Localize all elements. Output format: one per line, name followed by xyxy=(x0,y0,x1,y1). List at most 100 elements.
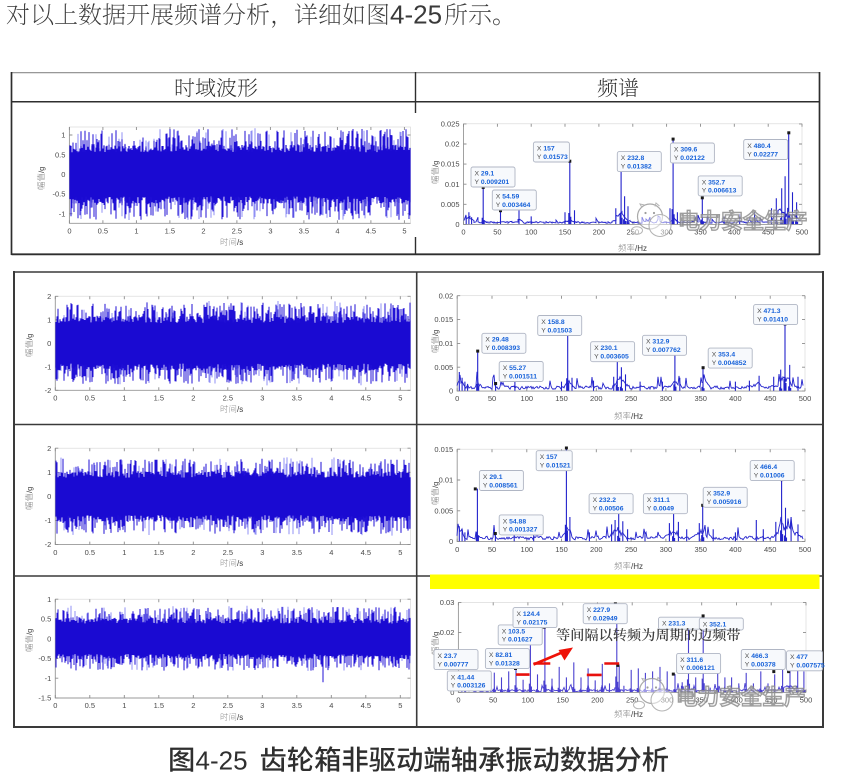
svg-text:450: 450 xyxy=(764,545,777,554)
svg-text:300: 300 xyxy=(661,696,674,705)
svg-text:3: 3 xyxy=(268,227,272,236)
svg-text:Y 0.003126: Y 0.003126 xyxy=(451,683,486,690)
svg-text:0.03: 0.03 xyxy=(440,598,455,607)
svg-text:0.5: 0.5 xyxy=(55,150,65,159)
svg-text:250: 250 xyxy=(626,696,639,705)
svg-text:-1: -1 xyxy=(45,674,52,683)
svg-text:0.005: 0.005 xyxy=(434,506,453,515)
svg-text:0: 0 xyxy=(450,688,454,697)
svg-text:Y 0.005916: Y 0.005916 xyxy=(707,499,742,506)
svg-text:Y 0.01328: Y 0.01328 xyxy=(489,660,520,667)
svg-text:4: 4 xyxy=(329,394,333,403)
svg-text:X 41.44: X 41.44 xyxy=(451,674,475,681)
svg-text:Y 0.01503: Y 0.01503 xyxy=(541,327,572,334)
svg-text:-2: -2 xyxy=(45,540,52,549)
svg-text:Y 0.02175: Y 0.02175 xyxy=(517,619,548,626)
svg-text:Y 0.01410: Y 0.01410 xyxy=(757,316,788,323)
svg-text:4.5: 4.5 xyxy=(361,701,371,710)
svg-text:2.5: 2.5 xyxy=(232,227,242,236)
svg-text:/Hz: /Hz xyxy=(631,412,643,421)
svg-text:50: 50 xyxy=(488,394,496,403)
svg-text:4-25: 4-25 xyxy=(390,0,442,29)
svg-text:-0.5: -0.5 xyxy=(38,654,51,663)
svg-text:-2: -2 xyxy=(45,386,52,395)
svg-text:0: 0 xyxy=(47,634,51,643)
svg-text:4: 4 xyxy=(335,227,339,236)
svg-text:0: 0 xyxy=(47,492,51,501)
svg-text:Y 0.02122: Y 0.02122 xyxy=(674,155,705,162)
svg-text:0: 0 xyxy=(53,701,57,710)
svg-text:50: 50 xyxy=(489,696,497,705)
svg-text:200: 200 xyxy=(593,228,606,237)
svg-text:X 157: X 157 xyxy=(540,454,558,461)
svg-text:1.5: 1.5 xyxy=(165,227,175,236)
svg-text:X 352.7: X 352.7 xyxy=(702,179,726,186)
svg-text:0.025: 0.025 xyxy=(441,120,460,129)
svg-text:300: 300 xyxy=(660,545,673,554)
svg-text:0: 0 xyxy=(449,537,453,546)
svg-text:0: 0 xyxy=(455,545,459,554)
svg-text:Y 0.006121: Y 0.006121 xyxy=(680,665,715,672)
svg-text:Y 0.02277: Y 0.02277 xyxy=(747,151,778,158)
svg-text:1.5: 1.5 xyxy=(154,548,164,557)
svg-text:Y 0.02949: Y 0.02949 xyxy=(587,616,618,623)
svg-text:0.005: 0.005 xyxy=(441,200,460,209)
svg-text:X 232.8: X 232.8 xyxy=(621,155,645,162)
svg-text:0.5: 0.5 xyxy=(85,701,95,710)
svg-text:/g: /g xyxy=(431,330,440,336)
svg-text:X 23.7: X 23.7 xyxy=(438,653,458,660)
svg-text:X 477: X 477 xyxy=(790,654,808,661)
svg-text:500: 500 xyxy=(799,394,812,403)
svg-text:500: 500 xyxy=(800,696,813,705)
svg-text:2: 2 xyxy=(191,701,195,710)
svg-text:Y 0.00506: Y 0.00506 xyxy=(593,506,624,513)
svg-text:X 157: X 157 xyxy=(537,145,555,152)
svg-text:Y 0.0049: Y 0.0049 xyxy=(647,506,674,513)
svg-text:X 466.3: X 466.3 xyxy=(745,653,769,660)
svg-text:Y 0.00777: Y 0.00777 xyxy=(438,661,469,668)
svg-text:1.5: 1.5 xyxy=(154,701,164,710)
svg-text:Y 0.001511: Y 0.001511 xyxy=(503,373,538,380)
svg-text:X 232.2: X 232.2 xyxy=(593,497,617,504)
svg-text:1: 1 xyxy=(122,548,126,557)
svg-text:2.5: 2.5 xyxy=(223,548,233,557)
svg-text:0: 0 xyxy=(456,696,460,705)
svg-text:Y 0.01521: Y 0.01521 xyxy=(540,463,571,470)
svg-text:X 54.59: X 54.59 xyxy=(496,193,520,200)
svg-text:350: 350 xyxy=(694,394,707,403)
svg-text:Y 0.008561: Y 0.008561 xyxy=(483,482,518,489)
svg-text:/Hz: /Hz xyxy=(631,562,643,571)
svg-text:-1: -1 xyxy=(59,209,66,218)
svg-text:2.5: 2.5 xyxy=(223,701,233,710)
svg-text:400: 400 xyxy=(730,696,743,705)
svg-text:Y 0.01006: Y 0.01006 xyxy=(754,472,785,479)
svg-text:5: 5 xyxy=(398,394,402,403)
svg-text:X 124.4: X 124.4 xyxy=(517,611,541,618)
svg-text:Y 0.01573: Y 0.01573 xyxy=(537,154,568,161)
svg-text:1: 1 xyxy=(61,131,65,140)
svg-text:-0.5: -0.5 xyxy=(52,190,65,199)
svg-text:100: 100 xyxy=(525,228,538,237)
svg-text:/g: /g xyxy=(431,482,440,488)
svg-text:450: 450 xyxy=(762,228,775,237)
svg-text:X 352.1: X 352.1 xyxy=(703,621,727,628)
svg-text:0: 0 xyxy=(455,220,459,229)
svg-text:/g: /g xyxy=(431,161,440,167)
svg-text:Y 0.004852: Y 0.004852 xyxy=(712,360,747,367)
svg-text:4-25: 4-25 xyxy=(196,746,248,776)
svg-text:350: 350 xyxy=(694,545,707,554)
svg-text:500: 500 xyxy=(799,545,812,554)
svg-text:0: 0 xyxy=(53,394,57,403)
svg-text:250: 250 xyxy=(625,545,638,554)
svg-text:4.5: 4.5 xyxy=(361,548,371,557)
svg-text:X 29.1: X 29.1 xyxy=(483,474,503,481)
svg-text:X 311.6: X 311.6 xyxy=(680,657,703,664)
svg-text:X 231.3: X 231.3 xyxy=(662,621,686,628)
svg-text:/g: /g xyxy=(37,167,46,173)
svg-text:0.015: 0.015 xyxy=(434,445,453,454)
svg-text:3: 3 xyxy=(260,548,264,557)
svg-text:Y 0.008393: Y 0.008393 xyxy=(485,345,520,352)
svg-text:3.5: 3.5 xyxy=(292,394,302,403)
svg-text:300: 300 xyxy=(660,394,673,403)
svg-text:400: 400 xyxy=(729,545,742,554)
